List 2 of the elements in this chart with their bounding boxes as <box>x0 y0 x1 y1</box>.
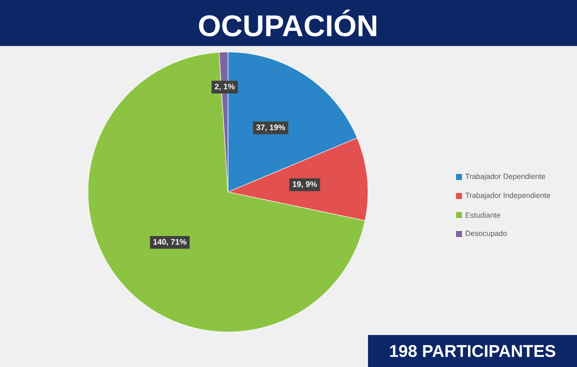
chart-title: OCUPACIÓN <box>199 10 376 36</box>
text: 198 PARTICIPANTES <box>390 345 556 357</box>
